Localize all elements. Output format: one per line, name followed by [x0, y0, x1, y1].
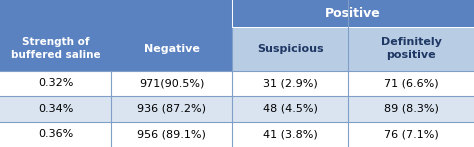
- Bar: [111, 71, 232, 96]
- Bar: [232, 27, 348, 71]
- Text: Definitely
positive: Definitely positive: [381, 37, 442, 60]
- Text: 89 (8.3%): 89 (8.3%): [384, 104, 438, 114]
- Bar: [232, 96, 348, 122]
- Text: 936 (87.2%): 936 (87.2%): [137, 104, 206, 114]
- Text: 0.34%: 0.34%: [38, 104, 73, 114]
- Bar: [111, 96, 232, 122]
- Text: 76 (7.1%): 76 (7.1%): [384, 129, 438, 139]
- Text: 48 (4.5%): 48 (4.5%): [263, 104, 318, 114]
- Text: 0.36%: 0.36%: [38, 129, 73, 139]
- Text: Suspicious: Suspicious: [257, 44, 324, 54]
- Bar: [111, 122, 232, 147]
- Bar: [232, 0, 474, 27]
- Bar: [0, 27, 111, 71]
- Bar: [348, 96, 474, 122]
- Bar: [348, 122, 474, 147]
- Text: 0.32%: 0.32%: [38, 78, 73, 88]
- Bar: [0, 96, 111, 122]
- Bar: [0, 122, 111, 147]
- Bar: [232, 122, 348, 147]
- Bar: [0, 0, 111, 27]
- Text: 956 (89.1%): 956 (89.1%): [137, 129, 206, 139]
- Text: Positive: Positive: [325, 7, 381, 20]
- Bar: [348, 71, 474, 96]
- Text: 71 (6.6%): 71 (6.6%): [384, 78, 438, 88]
- Text: 971(90.5%): 971(90.5%): [139, 78, 204, 88]
- Bar: [348, 27, 474, 71]
- Bar: [111, 27, 232, 71]
- Bar: [232, 71, 348, 96]
- Text: Negative: Negative: [144, 44, 200, 54]
- Text: 41 (3.8%): 41 (3.8%): [263, 129, 318, 139]
- Bar: [111, 0, 232, 27]
- Text: 31 (2.9%): 31 (2.9%): [263, 78, 318, 88]
- Text: Strength of
buffered saline: Strength of buffered saline: [11, 37, 100, 60]
- Bar: [0, 71, 111, 96]
